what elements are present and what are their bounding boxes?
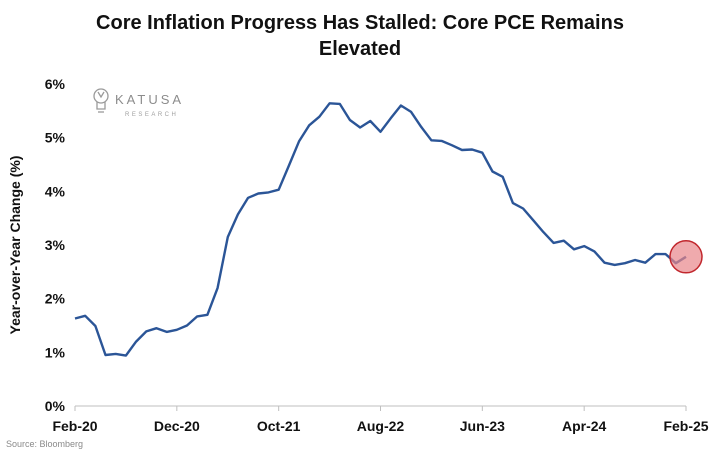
y-tick-label: 4% bbox=[45, 183, 66, 199]
y-tick-label: 2% bbox=[45, 291, 66, 307]
lightbulb-icon bbox=[93, 88, 109, 113]
core-pce-series-line bbox=[74, 102, 687, 357]
x-tick-label: Dec-20 bbox=[154, 418, 200, 434]
logo-subtitle: RESEARCH bbox=[125, 112, 178, 118]
chart-title-line-1: Core Inflation Progress Has Stalled: Cor… bbox=[96, 12, 624, 34]
x-tick-label: Aug-22 bbox=[357, 418, 405, 434]
x-tick-label: Jun-23 bbox=[460, 418, 505, 434]
logo-name: KATUSA bbox=[115, 92, 184, 107]
x-axis-ticks: Feb-20 Dec-20 Oct-21 Aug-22 Jun-23 Apr-24 Feb-… bbox=[52, 406, 709, 434]
y-tick-label: 1% bbox=[45, 344, 66, 360]
x-tick-label: Feb-20 bbox=[52, 418, 97, 434]
y-tick-label: 0% bbox=[45, 398, 66, 414]
y-tick-label: 5% bbox=[45, 130, 66, 146]
y-axis-label: Year-over-Year Change (%) bbox=[7, 156, 23, 335]
y-tick-label: 6% bbox=[45, 76, 66, 92]
latest-value-highlight-circle bbox=[669, 240, 703, 274]
y-axis-ticks: 0% 1% 2% 3% 4% 5% 6% bbox=[45, 76, 66, 414]
source-note: Source: Bloomberg bbox=[6, 439, 83, 449]
x-tick-label: Feb-25 bbox=[663, 418, 708, 434]
katusa-logo: KATUSA RESEARCH bbox=[93, 88, 184, 118]
y-tick-label: 3% bbox=[45, 237, 66, 253]
chart-title-line-2: Elevated bbox=[319, 38, 401, 60]
x-tick-label: Oct-21 bbox=[257, 418, 301, 434]
x-tick-label: Apr-24 bbox=[562, 418, 607, 434]
